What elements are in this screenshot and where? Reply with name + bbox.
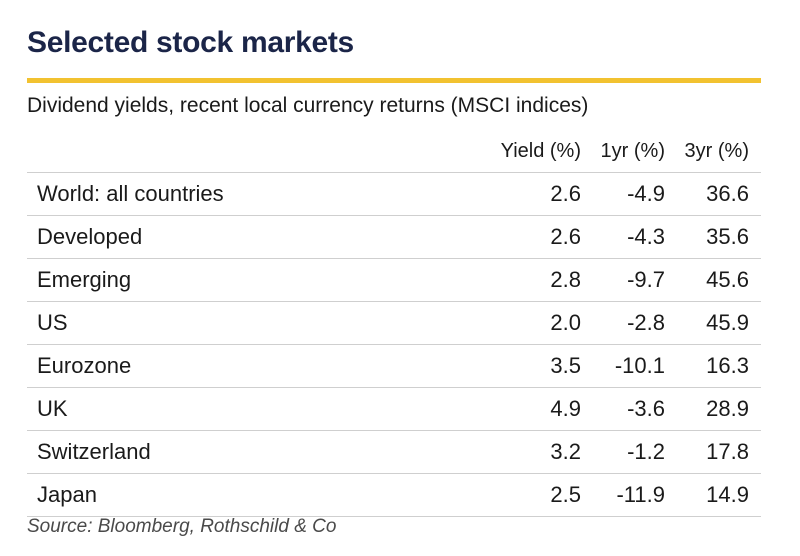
table-row: Switzerland 3.2 -1.2 17.8: [27, 430, 761, 474]
cell-market: Japan: [27, 473, 431, 517]
column-header-yield: Yield (%): [431, 130, 593, 173]
table-row: Eurozone 3.5 -10.1 16.3: [27, 344, 761, 388]
table-row: UK 4.9 -3.6 28.9: [27, 387, 761, 431]
cell-market: Eurozone: [27, 344, 431, 388]
cell-yield: 2.8: [431, 258, 593, 302]
cell-3yr-return: 28.9: [677, 387, 761, 431]
source-note: Source: Bloomberg, Rothschild & Co: [27, 516, 337, 537]
chart-title: Selected stock markets: [27, 26, 354, 59]
table-body: World: all countries 2.6 -4.9 36.6 Developed…: [27, 172, 761, 517]
cell-market: US: [27, 301, 431, 345]
table-row: Japan 2.5 -11.9 14.9: [27, 473, 761, 517]
cell-3yr-return: 17.8: [677, 430, 761, 474]
cell-yield: 4.9: [431, 387, 593, 431]
cell-3yr-return: 45.6: [677, 258, 761, 302]
cell-market: World: all countries: [27, 172, 431, 216]
table-row: World: all countries 2.6 -4.9 36.6: [27, 172, 761, 216]
title-accent-rule: [27, 78, 761, 83]
table-row: Developed 2.6 -4.3 35.6: [27, 215, 761, 259]
cell-3yr-return: 36.6: [677, 172, 761, 216]
table-row: Emerging 2.8 -9.7 45.6: [27, 258, 761, 302]
cell-market: Developed: [27, 215, 431, 259]
cell-market: Switzerland: [27, 430, 431, 474]
cell-1yr-return: -9.7: [593, 258, 677, 302]
column-header-market: [27, 130, 431, 173]
cell-yield: 2.6: [431, 172, 593, 216]
cell-yield: 3.2: [431, 430, 593, 474]
table-header-row: Yield (%) 1yr (%) 3yr (%): [27, 130, 761, 173]
cell-1yr-return: -3.6: [593, 387, 677, 431]
cell-1yr-return: -11.9: [593, 473, 677, 517]
stock-markets-table: Yield (%) 1yr (%) 3yr (%) World: all cou…: [27, 130, 761, 517]
cell-3yr-return: 35.6: [677, 215, 761, 259]
column-header-3yr: 3yr (%): [677, 130, 761, 173]
cell-yield: 2.5: [431, 473, 593, 517]
cell-yield: 3.5: [431, 344, 593, 388]
cell-market: UK: [27, 387, 431, 431]
cell-1yr-return: -4.9: [593, 172, 677, 216]
cell-1yr-return: -1.2: [593, 430, 677, 474]
cell-1yr-return: -10.1: [593, 344, 677, 388]
cell-3yr-return: 14.9: [677, 473, 761, 517]
cell-1yr-return: -2.8: [593, 301, 677, 345]
cell-yield: 2.6: [431, 215, 593, 259]
cell-3yr-return: 16.3: [677, 344, 761, 388]
column-header-1yr: 1yr (%): [593, 130, 677, 173]
cell-yield: 2.0: [431, 301, 593, 345]
cell-market: Emerging: [27, 258, 431, 302]
table-row: US 2.0 -2.8 45.9: [27, 301, 761, 345]
cell-3yr-return: 45.9: [677, 301, 761, 345]
chart-subtitle: Dividend yields, recent local currency r…: [27, 94, 589, 117]
cell-1yr-return: -4.3: [593, 215, 677, 259]
